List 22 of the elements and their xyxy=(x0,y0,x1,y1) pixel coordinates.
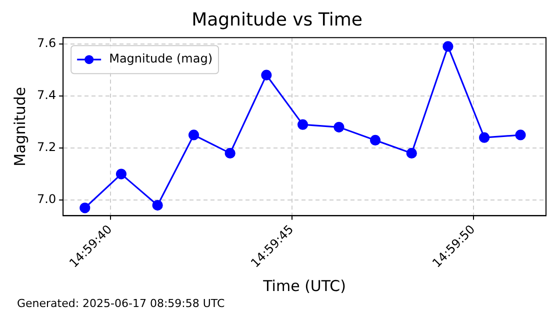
y-tick-label: 7.0 xyxy=(36,192,56,206)
text: Generated: 2025-06-17 08:59:58 UTC xyxy=(17,297,225,310)
point xyxy=(116,168,127,180)
y-axis-title: Magnitude xyxy=(10,86,29,166)
y-tick-label: 7.2 xyxy=(36,140,56,154)
point xyxy=(188,130,200,140)
point xyxy=(515,130,526,140)
point xyxy=(442,41,454,52)
point xyxy=(297,119,308,130)
point xyxy=(224,148,236,159)
chart-title: Magnitude vs Time xyxy=(192,9,362,30)
y-tick-label: 7.6 xyxy=(36,36,56,50)
point xyxy=(370,134,381,146)
point xyxy=(479,132,490,143)
point xyxy=(152,200,163,211)
point xyxy=(334,122,344,132)
point xyxy=(261,70,272,80)
legend-label: Magnitude (mag) xyxy=(109,52,213,66)
x-axis-title: Time (UTC) xyxy=(262,276,346,295)
point xyxy=(406,148,417,159)
point xyxy=(80,202,90,214)
y-tick-label: 7.4 xyxy=(36,88,56,102)
